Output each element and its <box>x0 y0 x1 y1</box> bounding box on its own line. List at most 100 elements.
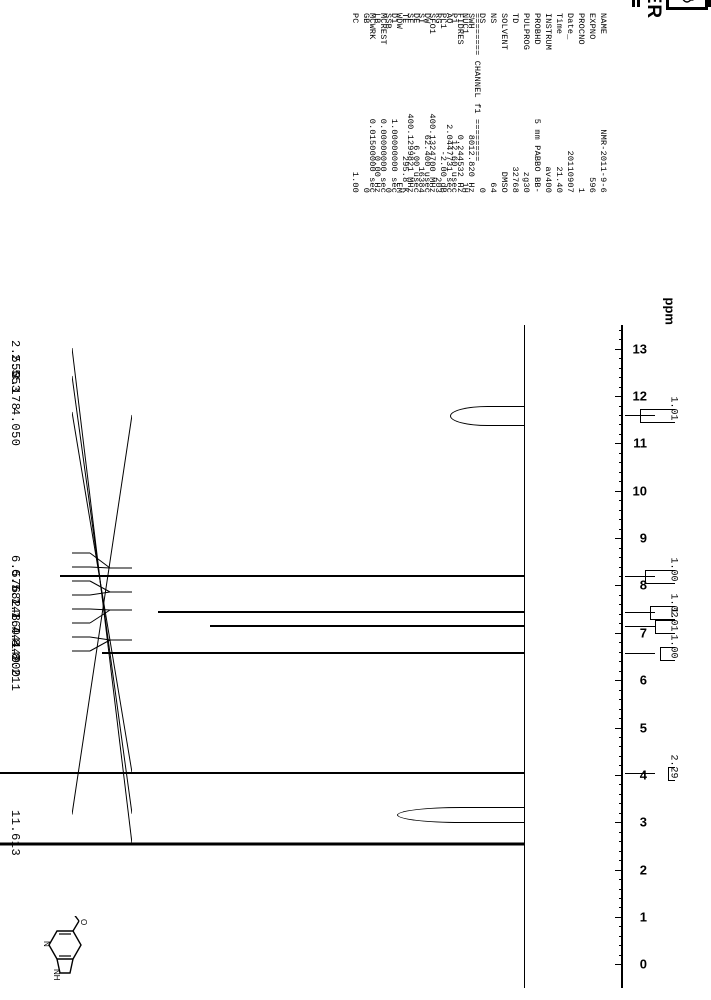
axis-tick-minor <box>619 936 623 937</box>
axis-tick-minor <box>619 481 623 482</box>
axis-tick-minor <box>619 330 623 331</box>
axis-tick-minor <box>619 377 623 378</box>
axis-tick-major <box>615 917 623 918</box>
axis-tick-major <box>615 585 623 586</box>
axis-tick-label: 7 <box>640 625 647 640</box>
axis-tick-minor <box>619 898 623 899</box>
spectrum-peak <box>55 842 525 845</box>
axis-tick-minor <box>619 907 623 908</box>
axis-tick-label: 10 <box>633 483 647 498</box>
axis-tick-minor <box>619 671 623 672</box>
axis-tick-minor <box>619 746 623 747</box>
axis-tick-minor <box>619 500 623 501</box>
axis-tick-label: 2 <box>640 862 647 877</box>
header-block: BRUKER NAME EXPNO PROCNO Date_ Time INST… <box>398 8 703 318</box>
axis-tick-minor <box>619 860 623 861</box>
integral-label: 2.29 <box>668 754 679 778</box>
axis-tick-label: 0 <box>640 957 647 972</box>
axis-tick-label: 3 <box>640 815 647 830</box>
axis-tick-label: 1 <box>640 909 647 924</box>
axis-tick-minor <box>619 955 623 956</box>
axis-tick-major <box>615 775 623 776</box>
axis-tick-minor <box>619 879 623 880</box>
axis-tick-label: 4 <box>640 767 647 782</box>
axis-tick-minor <box>619 595 623 596</box>
axis-title: ppm <box>662 298 677 325</box>
axis-tick-minor <box>619 415 623 416</box>
axis-tick-minor <box>619 434 623 435</box>
axis-tick-minor <box>619 699 623 700</box>
spectrum-peak <box>55 772 525 774</box>
molecule-icon: O N NH <box>18 916 98 986</box>
param-keys-2: NUC1 P1 PL1 SFO1 SI SF WDW SSB LB GB PC <box>349 13 470 73</box>
spectrum-peak <box>0 772 55 774</box>
axis-tick-minor <box>619 803 623 804</box>
axis-tick-major <box>615 633 623 634</box>
axis-tick-label: 9 <box>640 531 647 546</box>
axis-tick-major <box>615 822 623 823</box>
axis-tick-major <box>615 870 623 871</box>
axis-tick-minor <box>619 784 623 785</box>
axis-tick-minor <box>619 765 623 766</box>
nmr-spectrum: ppm 0123456789101112132.291.001.011.021.… <box>473 325 683 988</box>
atom-icon <box>669 0 705 7</box>
svg-text:O: O <box>79 919 88 925</box>
peak-ppm-label: 4.050 <box>8 408 22 447</box>
axis-tick-minor <box>619 567 623 568</box>
axis-tick-major <box>615 538 623 539</box>
logo-atom-box <box>666 0 708 10</box>
axis-tick-minor <box>619 453 623 454</box>
integral-label: 1.00 <box>668 557 679 581</box>
axis-tick-minor <box>619 718 623 719</box>
nmr-page: BRUKER NAME EXPNO PROCNO Date_ Time INST… <box>0 0 711 1000</box>
spectrum-broad-peak <box>397 807 525 823</box>
logo-brand-text: BRUKER <box>642 0 664 19</box>
axis-tick-minor <box>619 548 623 549</box>
axis-tick-major <box>615 680 623 681</box>
molecule-structure: O N NH <box>18 916 98 986</box>
integral-stem <box>625 626 655 627</box>
integral-stem <box>625 415 655 416</box>
spectrum-peak <box>60 575 525 577</box>
bruker-logo: BRUKER <box>418 0 711 8</box>
integral-stem <box>625 653 655 654</box>
axis-tick-label: 6 <box>640 673 647 688</box>
axis-tick-minor <box>619 690 623 691</box>
axis-tick-minor <box>619 945 623 946</box>
axis-tick-minor <box>619 794 623 795</box>
axis-tick-label: 11 <box>633 436 647 451</box>
axis-tick-minor <box>619 652 623 653</box>
axis-tick-major <box>615 728 623 729</box>
acquisition-parameters: NAME EXPNO PROCNO Date_ Time INSTRUM PRO… <box>398 13 618 323</box>
axis-tick-minor <box>619 424 623 425</box>
spectrum-peak <box>210 625 525 627</box>
axis-tick-minor <box>619 529 623 530</box>
peak-ppm-label: 8.211 <box>8 653 22 692</box>
axis-tick-minor <box>619 614 623 615</box>
axis-tick-minor <box>619 576 623 577</box>
param-vals-2: 1H 12.60 usec -2.00 dB 400.1324700 MHz 1… <box>349 73 470 193</box>
axis-tick-minor <box>619 406 623 407</box>
axis-tick-minor <box>619 709 623 710</box>
axis-tick-label: 13 <box>633 341 647 356</box>
spectrum-broad-peak <box>450 406 525 426</box>
integral-stem <box>625 612 655 613</box>
integral-label: 1.00 <box>668 634 679 658</box>
axis-tick-major <box>615 491 623 492</box>
axis-tick-major <box>615 396 623 397</box>
axis-tick-minor <box>619 737 623 738</box>
spectrum-peak <box>158 611 525 613</box>
peak-ppm-label: 11.613 <box>8 810 22 856</box>
axis-tick-minor <box>619 519 623 520</box>
axis-tick-major <box>615 964 623 965</box>
logo-bar <box>637 0 640 7</box>
axis-tick-label: 5 <box>640 720 647 735</box>
axis-tick-major <box>615 349 623 350</box>
axis-tick-minor <box>619 623 623 624</box>
axis-tick-minor <box>619 510 623 511</box>
axis-tick-minor <box>619 472 623 473</box>
channel-header: ======== CHANNEL f1 ======== <box>471 13 482 161</box>
axis-tick-minor <box>619 756 623 757</box>
axis-tick-minor <box>619 926 623 927</box>
integral-label: 1.01 <box>668 396 679 420</box>
